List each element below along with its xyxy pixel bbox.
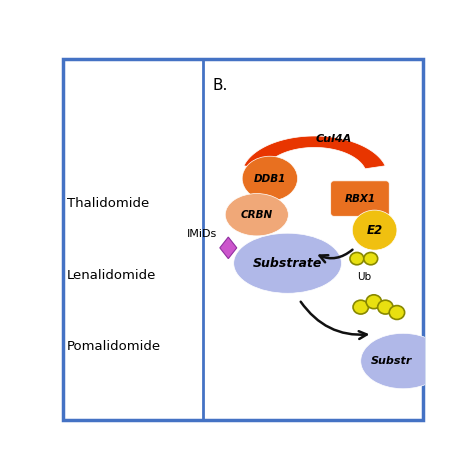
Text: Ub: Ub xyxy=(357,273,371,283)
Text: Substr: Substr xyxy=(371,356,412,366)
Text: Substrate: Substrate xyxy=(253,257,322,270)
Ellipse shape xyxy=(389,306,405,319)
Ellipse shape xyxy=(234,233,341,293)
Ellipse shape xyxy=(364,253,378,265)
FancyBboxPatch shape xyxy=(331,181,389,216)
Ellipse shape xyxy=(350,253,364,265)
Ellipse shape xyxy=(352,210,397,250)
Text: Lenalidomide: Lenalidomide xyxy=(66,269,156,282)
Ellipse shape xyxy=(366,295,382,309)
Ellipse shape xyxy=(242,156,298,201)
Text: Cul4A: Cul4A xyxy=(316,134,352,144)
Ellipse shape xyxy=(378,300,393,314)
Ellipse shape xyxy=(353,300,368,314)
Ellipse shape xyxy=(361,333,446,389)
Text: RBX1: RBX1 xyxy=(345,193,375,203)
Polygon shape xyxy=(220,237,237,259)
Text: IMiDs: IMiDs xyxy=(187,229,218,239)
Text: CRBN: CRBN xyxy=(241,210,273,220)
Text: B.: B. xyxy=(212,78,228,93)
Text: E2: E2 xyxy=(366,224,383,237)
Polygon shape xyxy=(244,136,385,169)
Text: DDB1: DDB1 xyxy=(254,173,286,183)
Ellipse shape xyxy=(225,193,288,236)
Text: Thalidomide: Thalidomide xyxy=(66,198,149,210)
Text: Pomalidomide: Pomalidomide xyxy=(66,340,161,353)
